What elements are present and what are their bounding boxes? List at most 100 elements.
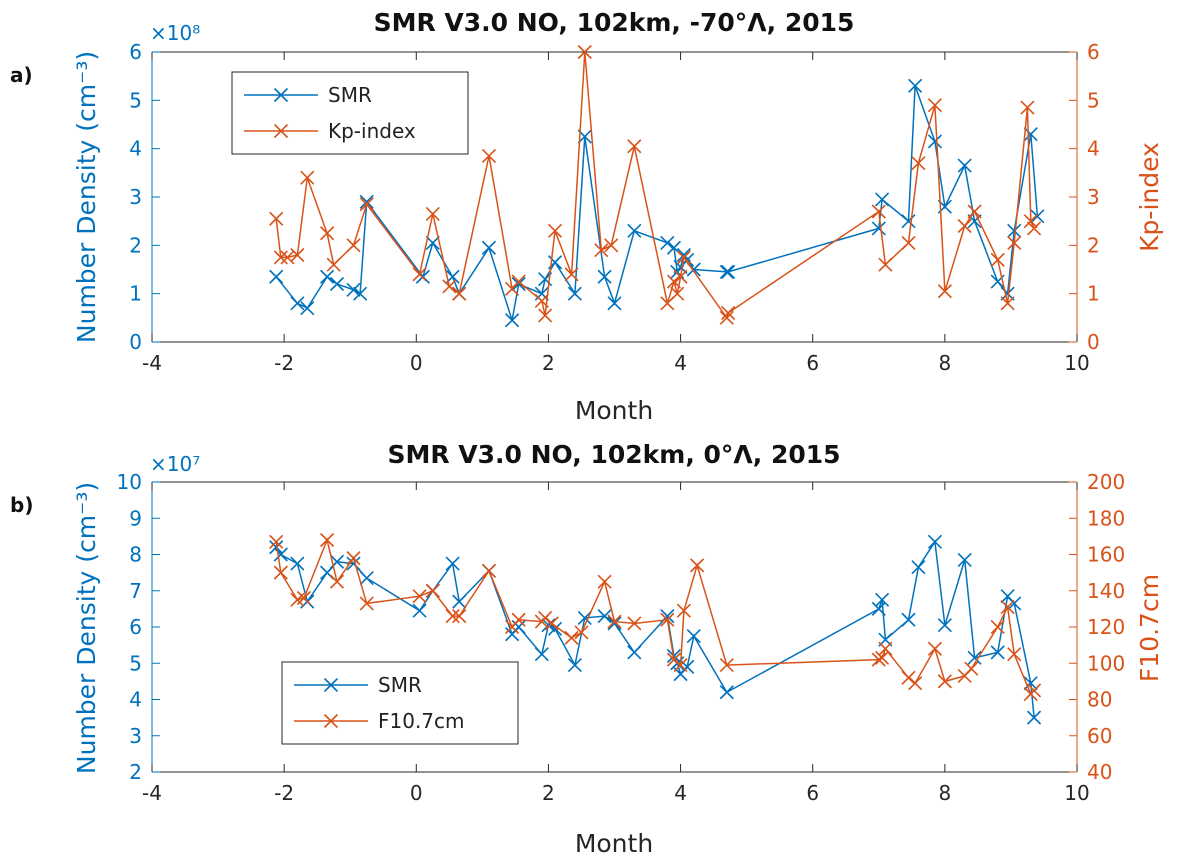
panel-a-x-tick-label: 0 (410, 351, 423, 375)
panel-a-series-kp-index-point (990, 252, 1005, 267)
panel-b-series-f10-7cm-point (660, 612, 675, 627)
panel-a-series-smr-point (597, 269, 612, 284)
panel-a-series-kp-index-point (511, 274, 526, 289)
panel-a-series-smr-point (607, 296, 622, 311)
panel-b-series-f10-7cm-point (875, 650, 890, 665)
panel-a-series-smr-point (875, 192, 890, 207)
panel-a-x-tick-label: 10 (1064, 351, 1089, 375)
panel-b-y-right-tick-label: 120 (1087, 615, 1125, 639)
panel-b-series-smr-point (273, 547, 288, 562)
panel-b-y-left-label: Number Density (cm⁻³) (72, 482, 101, 774)
panel-b-series-f10-7cm-point (564, 630, 579, 645)
panel-a-series-kp-index-point (719, 310, 734, 325)
panel-b-x-tick-label: -2 (274, 781, 294, 805)
panel-b-series-f10-7cm-point (673, 657, 688, 673)
panel-a-label: a) (10, 63, 33, 87)
panel-b-series-f10-7cm-point (538, 610, 553, 626)
panel-b-series-smr-point (534, 647, 549, 662)
panel-a-series-smr-point (901, 214, 916, 229)
panel-b-series-smr-point (541, 618, 556, 633)
panel-b-series-f10-7cm-point (937, 674, 952, 689)
panel-b-series-f10-7cm-point (964, 661, 979, 676)
panel-a-legend-label: SMR (328, 83, 372, 107)
panel-a-series-kp-index-point (359, 197, 374, 212)
panel-b-series-f10-7cm-point (666, 652, 682, 667)
panel-b-x-tick-label: 8 (938, 781, 951, 805)
panel-a-series-smr-point (359, 194, 374, 209)
panel-b: SMR V3.0 NO, 102km, 0°Λ, 2015 b) ×10⁷ Nu… (10, 440, 1164, 858)
panel-b-y-right-tick-label: 60 (1087, 724, 1112, 748)
panel-b-series-smr-point (627, 645, 642, 660)
panel-a: SMR V3.0 NO, 102km, -70°Λ, 2015 a) ×10⁸ … (10, 8, 1164, 425)
panel-a-x-tick-label: 6 (806, 351, 819, 375)
panel-a-y-right-tick-label: 3 (1087, 185, 1100, 209)
panel-b-label: b) (10, 493, 33, 517)
panel-a-series-kp-index-point (957, 218, 972, 234)
panel-a-series-kp-index-point (1023, 214, 1038, 229)
panel-b-y-left-tick-label: 8 (129, 543, 142, 567)
panel-a-series-smr-point (908, 78, 923, 93)
panel-b-series-f10-7cm-point (359, 596, 374, 611)
panel-b-series-smr-point (927, 534, 943, 549)
panel-a-series-kp-index-point (280, 250, 295, 265)
panel-a-x-tick-label: -2 (274, 351, 294, 375)
panel-b-series-smr-point (346, 556, 361, 571)
panel-a-series-kp-index-point (534, 293, 549, 308)
panel-a-series-kp-index-point (627, 139, 642, 154)
panel-b-legend-label: SMR (378, 673, 422, 697)
panel-b-series-f10-7cm-point (597, 574, 612, 589)
panel-b-y-right-label: F10.7cm (1135, 574, 1164, 682)
panel-a-series-kp-index-point (547, 223, 563, 238)
panel-a-x-tick-label: 4 (674, 351, 687, 375)
panel-a-series-smr-point (927, 134, 943, 149)
panel-a-series-kp-index-point (452, 286, 467, 301)
panel-a-series-kp-index-point (871, 204, 886, 219)
panel-b-y-left-tick-label: 7 (129, 579, 142, 603)
panel-b-x-tick-label: 2 (542, 781, 555, 805)
panel-b-series-f10-7cm-point (544, 616, 559, 631)
panel-b-legend-marker (323, 713, 339, 729)
panel-a-series-kp-index-point (346, 238, 361, 253)
panel-a-series-kp-index-point (320, 226, 335, 241)
panel-a-series-smr-point (660, 235, 675, 250)
panel-a-y-right-tick-label: 5 (1087, 88, 1100, 112)
panel-b-series-f10-7cm-point (990, 619, 1005, 635)
panel-b-series-smr-point (359, 570, 374, 586)
panel-a-y-left-tick-label: 2 (129, 233, 142, 257)
panel-b-series-smr-point (511, 619, 526, 635)
panel-a-series-kp-index-point (273, 250, 288, 265)
panel-b-y-left-tick-label: 10 (117, 470, 142, 494)
panel-b-series-smr-point (957, 552, 972, 568)
panel-a-series-kp-index-point (412, 267, 427, 282)
panel-a-y-right-tick-label: 4 (1087, 137, 1100, 161)
panel-b-y-right-tick-label: 140 (1087, 579, 1125, 603)
panel-b-title: SMR V3.0 NO, 102km, 0°Λ, 2015 (387, 440, 840, 469)
panel-a-series-kp-index-point (967, 204, 982, 219)
panel-a-series-kp-index-point (269, 211, 284, 226)
panel-a-series-kp-index-point (911, 156, 926, 171)
panel-a-series-kp-index-point (300, 170, 315, 185)
panel-a-series-kp-index-point (326, 257, 341, 272)
panel-a-series-kp-index-point (594, 243, 609, 258)
panel-b-series-f10-7cm-point (269, 534, 284, 549)
panel-a-y-right-label: Kp-index (1135, 142, 1164, 252)
panel-b-series-smr-point (607, 616, 622, 631)
panel-b-series-f10-7cm-point (511, 612, 526, 627)
panel-a-y-right-tick-label: 2 (1087, 233, 1100, 257)
panel-a-y-left-tick-label: 4 (129, 137, 142, 161)
panel-a-y-right-tick-label: 1 (1087, 282, 1100, 306)
panel-a-series-smr-point (511, 276, 526, 292)
panel-b-series-f10-7cm-point (329, 574, 345, 589)
panel-a-series-kp-index-point (721, 305, 736, 321)
panel-b-series-smr-point (577, 610, 592, 626)
panel-a-legend-label: Kp-index (328, 119, 416, 143)
panel-b-series-smr-point (269, 540, 284, 555)
panel-a-y-left-tick-label: 1 (129, 282, 142, 306)
panel-a-series-smr-point (1007, 223, 1022, 238)
panel-b-series-smr-point (1023, 676, 1038, 691)
panel-b-y-right-tick-label: 180 (1087, 506, 1125, 530)
panel-a-series-smr-point (329, 276, 345, 292)
panel-b-series-f10-7cm-point (627, 616, 642, 631)
panel-b-series-smr-point (937, 618, 952, 633)
